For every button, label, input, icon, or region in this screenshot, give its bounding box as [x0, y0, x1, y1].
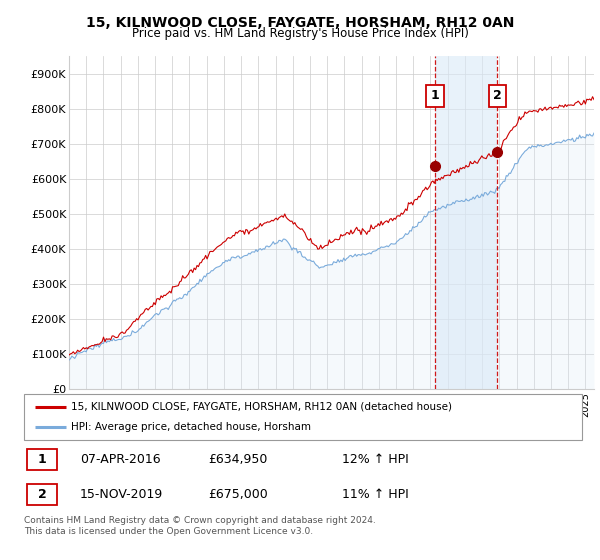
FancyBboxPatch shape — [27, 484, 58, 505]
Text: Contains HM Land Registry data © Crown copyright and database right 2024.
This d: Contains HM Land Registry data © Crown c… — [24, 516, 376, 536]
Text: Price paid vs. HM Land Registry's House Price Index (HPI): Price paid vs. HM Land Registry's House … — [131, 27, 469, 40]
Text: 2: 2 — [38, 488, 47, 501]
Text: 1: 1 — [38, 452, 47, 466]
Text: 15-NOV-2019: 15-NOV-2019 — [80, 488, 163, 501]
Text: 2: 2 — [493, 90, 502, 102]
Text: 12% ↑ HPI: 12% ↑ HPI — [342, 452, 409, 466]
FancyBboxPatch shape — [24, 394, 582, 440]
Bar — [435, 56, 497, 389]
FancyBboxPatch shape — [27, 449, 58, 470]
Text: £675,000: £675,000 — [208, 488, 268, 501]
Text: 1: 1 — [431, 90, 439, 102]
Text: HPI: Average price, detached house, Horsham: HPI: Average price, detached house, Hors… — [71, 422, 311, 432]
Text: 11% ↑ HPI: 11% ↑ HPI — [342, 488, 409, 501]
Text: £634,950: £634,950 — [208, 452, 268, 466]
Text: 15, KILNWOOD CLOSE, FAYGATE, HORSHAM, RH12 0AN: 15, KILNWOOD CLOSE, FAYGATE, HORSHAM, RH… — [86, 16, 514, 30]
Text: 07-APR-2016: 07-APR-2016 — [80, 452, 160, 466]
Text: 15, KILNWOOD CLOSE, FAYGATE, HORSHAM, RH12 0AN (detached house): 15, KILNWOOD CLOSE, FAYGATE, HORSHAM, RH… — [71, 402, 452, 412]
